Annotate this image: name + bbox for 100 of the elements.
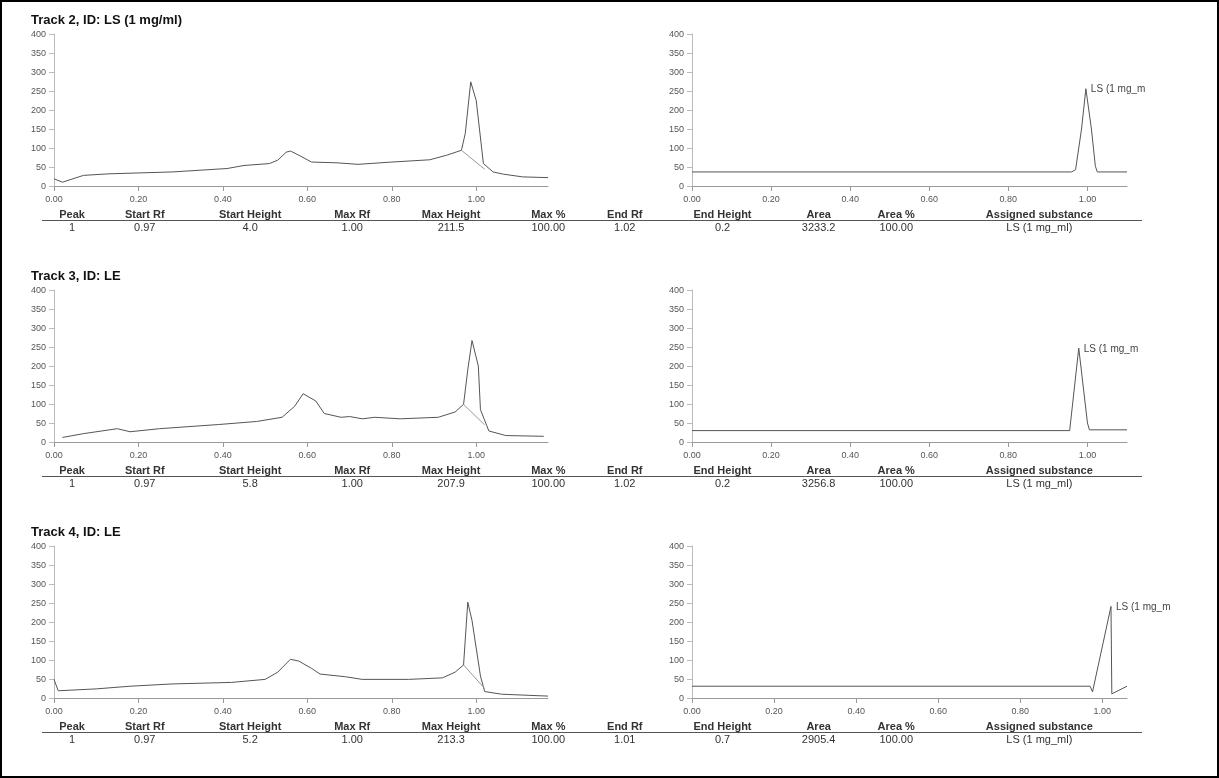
- x-tick-label: 0.40: [841, 449, 859, 460]
- text: 100.00: [530, 476, 567, 489]
- text: Area: [781, 720, 856, 733]
- y-tick-label: 400: [668, 29, 684, 39]
- y-tick-label: 400: [30, 285, 46, 295]
- text: 1.02: [613, 476, 637, 489]
- y-tick-label: 400: [668, 541, 684, 551]
- y-tick-label: 50: [35, 418, 46, 428]
- y-tick-label: 400: [30, 29, 46, 39]
- x-tick-label: 0.20: [762, 193, 780, 204]
- y-tick-label: 150: [668, 380, 684, 390]
- y-tick-label: 200: [30, 361, 46, 371]
- text: 4.0: [241, 220, 259, 233]
- y-tick-label: 150: [668, 636, 684, 646]
- x-tick-label: 0.40: [841, 193, 859, 204]
- y-tick-label: 150: [30, 636, 46, 646]
- text: 100.00: [530, 220, 567, 233]
- x-tick-label: 0.80: [1011, 705, 1030, 716]
- x-tick-label: 0.80: [383, 705, 401, 716]
- text: LS (1 mg_ml): [1005, 732, 1074, 745]
- x-tick-label: 0.20: [762, 449, 780, 460]
- y-tick-label: 200: [668, 361, 684, 371]
- text: Peak: [42, 464, 103, 477]
- chart-title: Track 4, ID: LE: [31, 524, 121, 539]
- text: LS (1 mg_ml): [1005, 476, 1074, 489]
- text: 0.97: [133, 220, 157, 233]
- x-tick-label: 0.80: [383, 193, 401, 204]
- annotation: LS (1 mg_m: [1116, 600, 1171, 612]
- text: Assigned substance: [936, 720, 1142, 733]
- y-tick-label: 0: [40, 693, 46, 703]
- text: 0.97: [133, 476, 157, 489]
- x-tick-label: 0.80: [999, 193, 1018, 204]
- text: 1: [68, 732, 77, 745]
- y-tick-label: 100: [668, 655, 684, 665]
- y-tick-label: 350: [668, 48, 684, 58]
- text: Max %: [510, 208, 586, 221]
- text: Peak: [42, 720, 103, 733]
- line-series: [53, 81, 549, 183]
- y-tick-label: 150: [30, 380, 46, 390]
- text: 5.8: [241, 476, 259, 489]
- text: 100.00: [878, 732, 915, 745]
- text: Max %: [510, 720, 586, 733]
- text: Area: [781, 208, 856, 221]
- y-tick-label: 300: [668, 579, 684, 589]
- chart-title: Track 2, ID: LS (1 mg/ml): [31, 12, 182, 27]
- text: Assigned substance: [936, 208, 1142, 221]
- y-tick-label: 100: [30, 399, 46, 409]
- y-tick-label: 250: [668, 598, 684, 608]
- y-tick-label: 0: [678, 437, 684, 447]
- y-tick-label: 400: [668, 285, 684, 295]
- x-tick-label: 0.40: [214, 193, 232, 204]
- text: 1.01: [613, 732, 637, 745]
- text: 1.00: [340, 732, 364, 745]
- text: Max Height: [391, 720, 511, 733]
- y-tick-label: 400: [30, 541, 46, 551]
- y-tick-label: 300: [668, 67, 684, 77]
- y-tick-label: 350: [30, 48, 46, 58]
- x-tick-label: 0.00: [683, 193, 701, 204]
- text: 3256.8: [800, 476, 837, 489]
- x-tick-label: 0.00: [683, 705, 701, 716]
- text: Assigned substance: [936, 464, 1142, 477]
- x-tick-label: 1.00: [1078, 449, 1097, 460]
- text: 100.00: [530, 732, 567, 745]
- y-tick-label: 300: [30, 67, 46, 77]
- text: 0.97: [133, 732, 157, 745]
- text: Start Rf: [102, 720, 188, 733]
- y-tick-label: 100: [668, 143, 684, 153]
- text: 100.00: [878, 476, 915, 489]
- text: 3233.2: [800, 220, 837, 233]
- text: 1.00: [340, 220, 364, 233]
- text: Max Height: [391, 208, 511, 221]
- text: Area %: [855, 720, 937, 733]
- x-tick-label: 0.60: [298, 705, 317, 716]
- y-tick-label: 250: [668, 342, 684, 352]
- y-tick-label: 250: [30, 86, 46, 96]
- y-tick-label: 50: [673, 418, 684, 428]
- x-tick-label: 0.00: [45, 193, 63, 204]
- y-tick-label: 200: [668, 105, 684, 115]
- x-tick-label: 1.00: [467, 705, 485, 716]
- text: Start Height: [187, 720, 313, 733]
- text: 0.7: [713, 732, 732, 745]
- text: 5.2: [241, 732, 259, 745]
- y-tick-label: 50: [673, 674, 684, 684]
- y-tick-label: 0: [678, 693, 684, 703]
- y-tick-label: 150: [30, 124, 46, 134]
- x-tick-label: 1.00: [467, 449, 485, 460]
- text: Area: [781, 464, 856, 477]
- x-tick-label: 0.80: [383, 449, 401, 460]
- text: Max Rf: [312, 464, 392, 477]
- x-tick-label: 0.60: [920, 449, 939, 460]
- text: 213.3: [436, 732, 466, 745]
- text: 0.2: [713, 220, 732, 233]
- y-tick-label: 250: [30, 598, 46, 608]
- y-tick-label: 300: [30, 579, 46, 589]
- text: LS (1 mg_ml): [1005, 220, 1074, 233]
- x-tick-label: 0.40: [214, 449, 232, 460]
- y-tick-label: 0: [40, 181, 46, 191]
- text: Start Height: [187, 464, 313, 477]
- text: 211.5: [436, 220, 466, 233]
- x-tick-label: 1.00: [1078, 193, 1097, 204]
